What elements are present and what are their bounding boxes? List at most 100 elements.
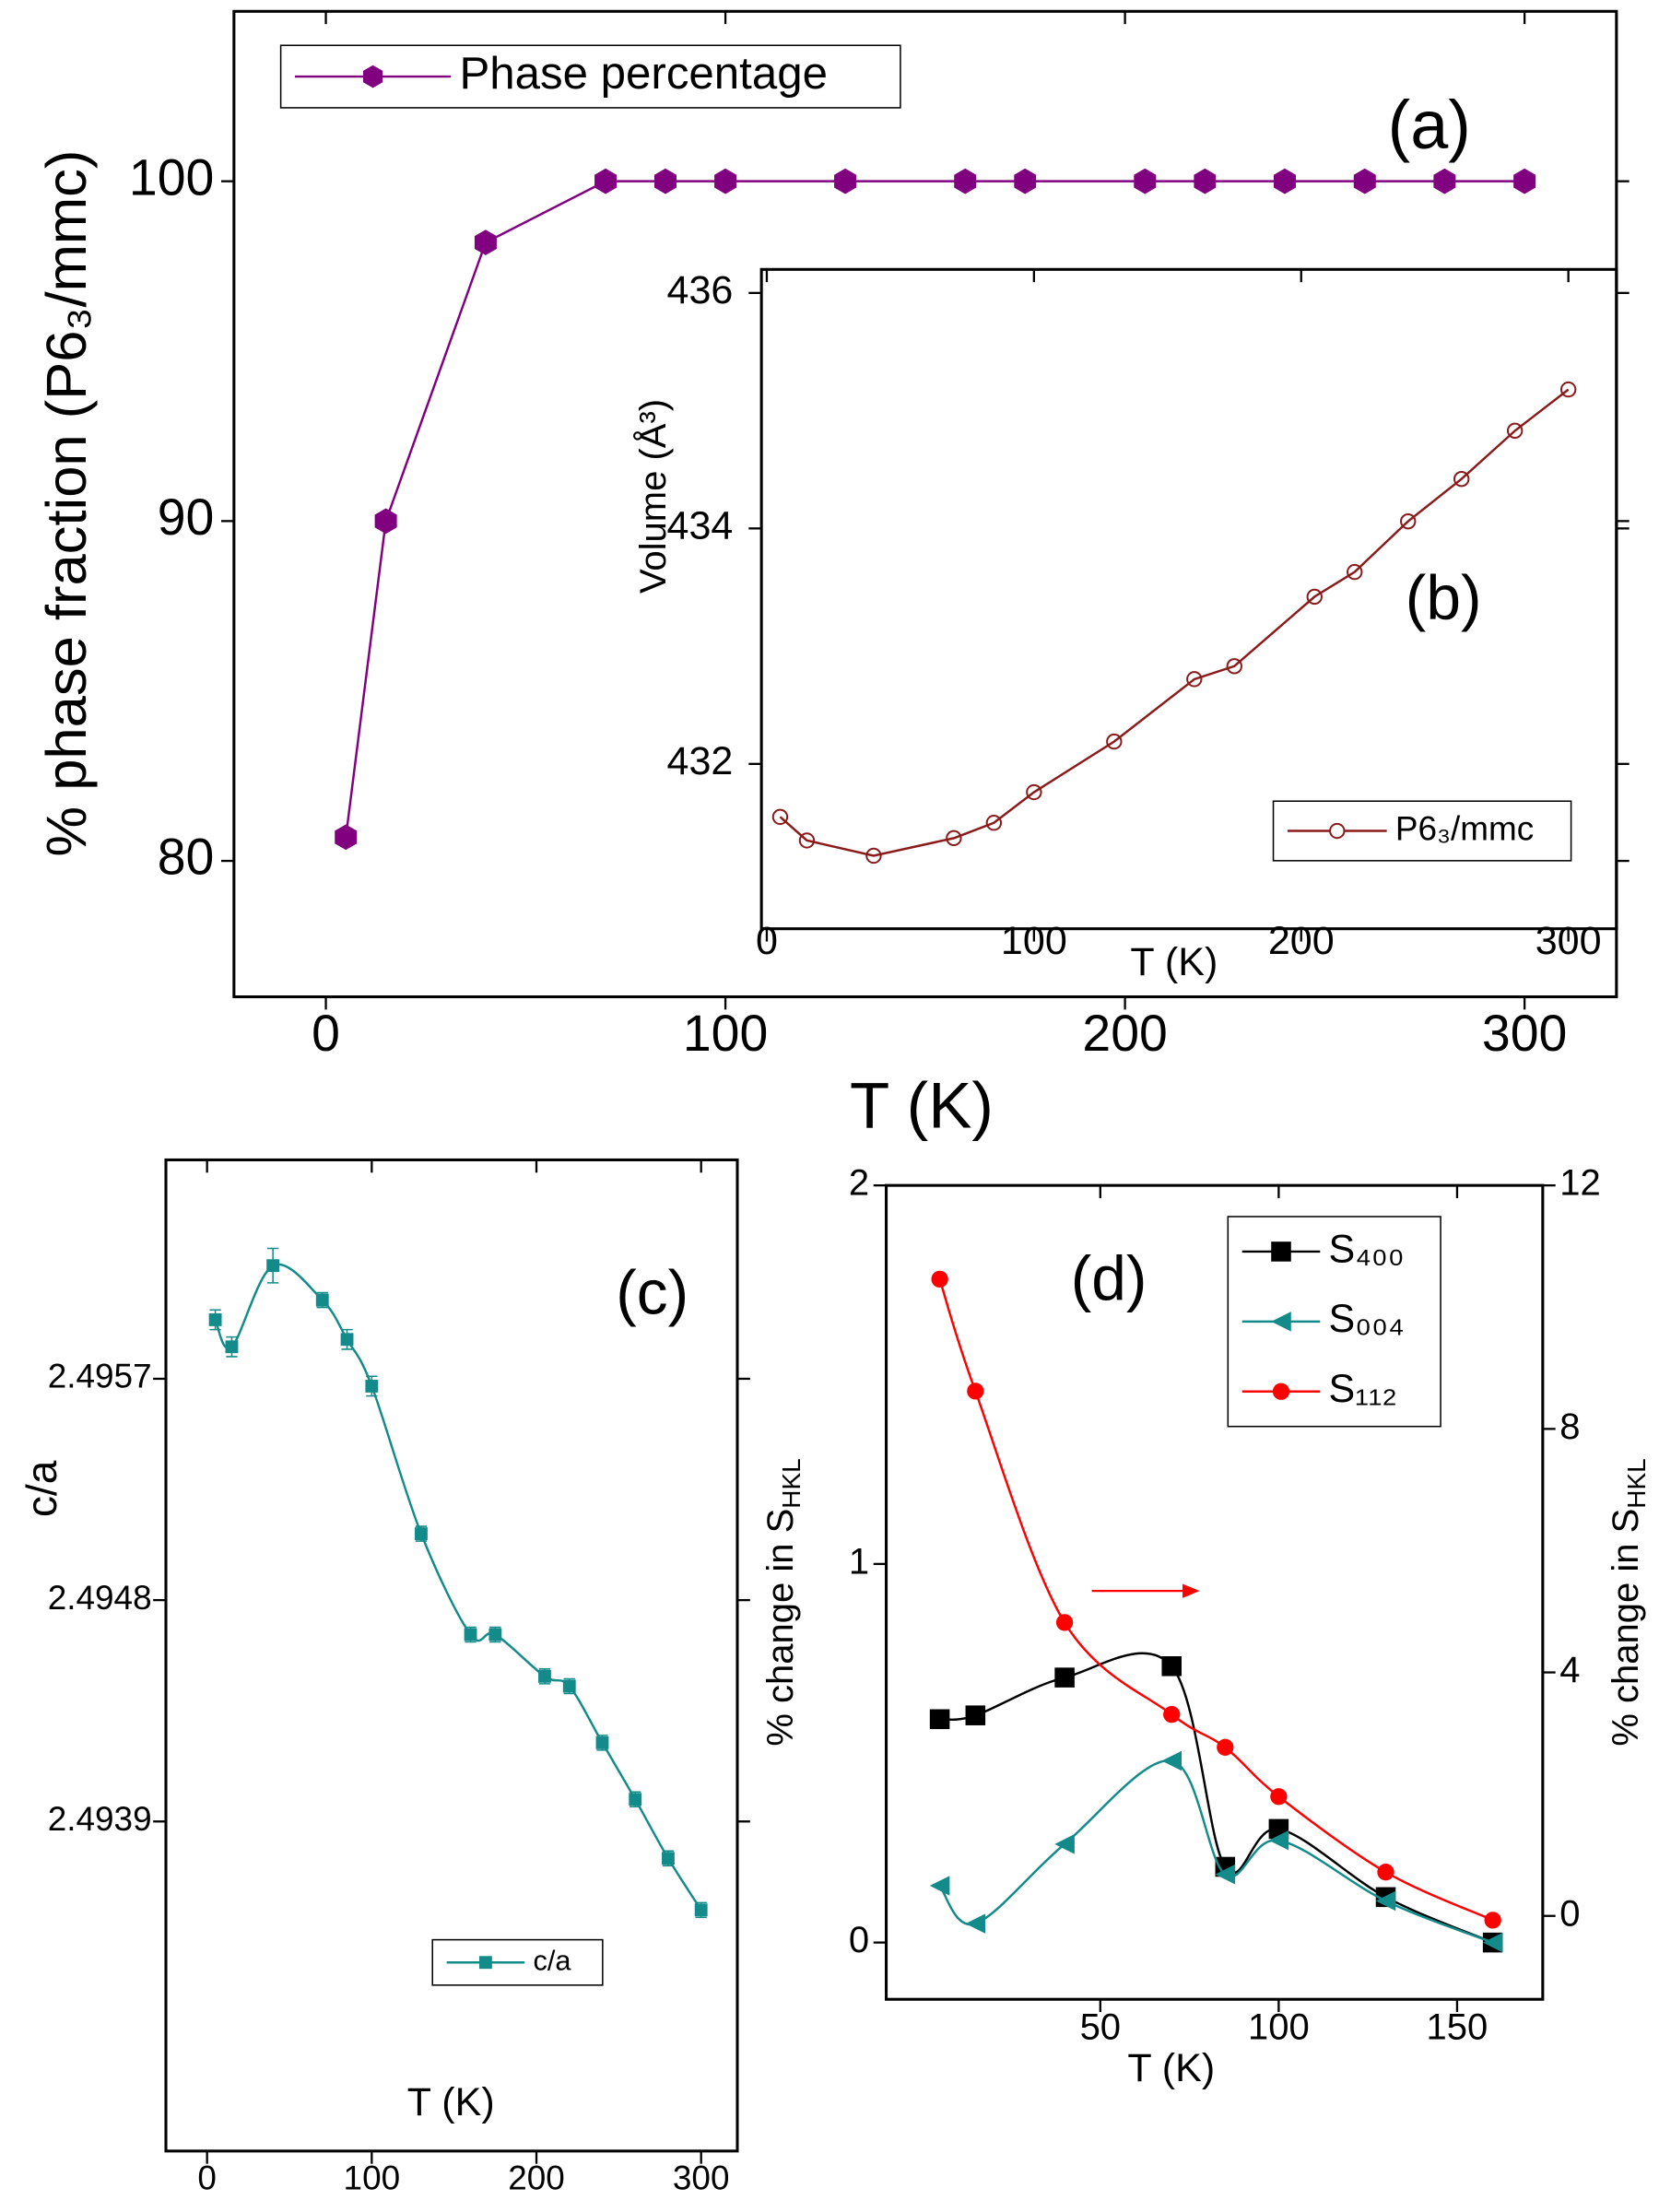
marker xyxy=(654,168,677,194)
plot-frame xyxy=(759,267,1618,931)
y-axis-label: c/a xyxy=(18,1460,65,1517)
marker xyxy=(1268,1830,1289,1851)
y-tick-label: 2.4948 xyxy=(48,1579,152,1617)
plot xyxy=(771,381,1577,865)
x-tick-label: 100 xyxy=(683,1005,768,1062)
y-tick-label: 1 xyxy=(849,1541,869,1582)
panel-label: (d) xyxy=(1071,1244,1147,1313)
series-line xyxy=(939,1652,1494,1944)
marker xyxy=(714,168,737,194)
legend-label: Phase percentage xyxy=(459,48,828,99)
y2-axis-label-main: % change in S xyxy=(1606,1509,1646,1747)
series-line xyxy=(779,388,1570,857)
marker xyxy=(1484,1912,1501,1929)
y2-tick-label: 8 xyxy=(1559,1406,1580,1447)
x-tick-label: 0 xyxy=(756,919,778,963)
marker xyxy=(967,1382,984,1400)
marker xyxy=(474,229,497,255)
marker xyxy=(1272,1382,1290,1400)
legend-label: c/a xyxy=(533,1944,571,1976)
marker xyxy=(479,1956,492,1970)
marker xyxy=(1215,1864,1236,1885)
marker xyxy=(1194,168,1217,194)
y-axis-label-main: Volume (Å³) xyxy=(631,399,673,594)
y-tick-label: 432 xyxy=(667,739,734,783)
marker xyxy=(363,65,383,88)
plot xyxy=(208,1247,708,1919)
x-tick-label: 200 xyxy=(1082,1005,1167,1062)
marker xyxy=(1134,168,1157,194)
x-axis-label: T (K) xyxy=(850,1069,994,1142)
x-tick-label: 100 xyxy=(1248,2007,1310,2048)
marker xyxy=(1375,1890,1396,1912)
y-tick-label: 0 xyxy=(849,1920,869,1960)
marker xyxy=(415,1527,428,1540)
y2-axis-label: % change in SHKL xyxy=(1606,1458,1652,1746)
marker xyxy=(594,168,618,194)
marker xyxy=(374,508,397,535)
marker xyxy=(1270,1788,1288,1806)
arrow xyxy=(1091,1583,1200,1598)
y2-tick-label: 12 xyxy=(1559,1163,1601,1204)
marker xyxy=(965,1705,986,1725)
marker xyxy=(929,1876,950,1896)
marker xyxy=(1161,1750,1182,1771)
marker xyxy=(365,1380,379,1393)
plot-frame xyxy=(164,1158,739,2153)
marker xyxy=(1014,168,1037,194)
y-axis-label: % phase fraction (P6₃/mmc) xyxy=(35,150,99,857)
marker xyxy=(1433,168,1456,194)
marker xyxy=(1054,1834,1075,1854)
marker xyxy=(315,1293,329,1307)
x-axis-label: T (K) xyxy=(1127,2046,1215,2090)
marker xyxy=(488,1628,502,1641)
marker xyxy=(629,1793,642,1806)
x-axis-label: T (K) xyxy=(1130,940,1218,984)
marker xyxy=(1274,168,1296,194)
series-line xyxy=(214,1263,702,1911)
legend-label: S₄₀₀ xyxy=(1329,1227,1405,1271)
marker xyxy=(1163,1705,1181,1724)
marker xyxy=(1482,1932,1503,1953)
marker xyxy=(208,1312,222,1326)
marker xyxy=(1353,168,1376,194)
panel-label: (a) xyxy=(1388,87,1471,163)
y-tick-label: 436 xyxy=(667,268,734,312)
panel-label: (b) xyxy=(1406,564,1482,633)
marker xyxy=(225,1340,239,1354)
plot xyxy=(335,168,1536,851)
x-tick-label: 100 xyxy=(1001,919,1067,963)
y-tick-label: 2.4957 xyxy=(48,1358,152,1395)
marker xyxy=(335,824,358,851)
plot-frame xyxy=(885,1183,1545,2001)
marker xyxy=(929,1709,950,1730)
x-tick-label: 100 xyxy=(344,2159,401,2197)
marker xyxy=(562,1679,576,1693)
legend-label: S₀₀₄ xyxy=(1329,1297,1405,1341)
x-tick-label: 0 xyxy=(312,1005,340,1062)
marker xyxy=(1161,1656,1182,1677)
x-tick-label: 300 xyxy=(1535,919,1602,963)
arrow-head xyxy=(1182,1583,1200,1598)
marker xyxy=(1329,822,1346,840)
y-axis-label: Volume (Å³) xyxy=(631,399,673,594)
series-line xyxy=(938,1759,1494,1944)
marker xyxy=(954,168,977,194)
x-tick-label: 200 xyxy=(508,2159,565,2197)
marker xyxy=(1055,1614,1074,1631)
y-tick-label: 2.4939 xyxy=(48,1800,152,1838)
y-tick-label: 100 xyxy=(129,148,214,206)
y-tick-label: 90 xyxy=(158,488,215,546)
y-tick-label: 434 xyxy=(667,504,734,548)
marker xyxy=(1054,1667,1075,1688)
y-tick-label: 2 xyxy=(849,1163,869,1204)
y-axis-label: % change in SHKL xyxy=(760,1458,806,1746)
marker xyxy=(694,1903,708,1917)
panel-label: (c) xyxy=(616,1259,688,1328)
legend: P6₃/mmc xyxy=(1272,800,1572,862)
marker xyxy=(931,1270,948,1288)
marker xyxy=(662,1852,675,1865)
marker xyxy=(340,1333,354,1347)
